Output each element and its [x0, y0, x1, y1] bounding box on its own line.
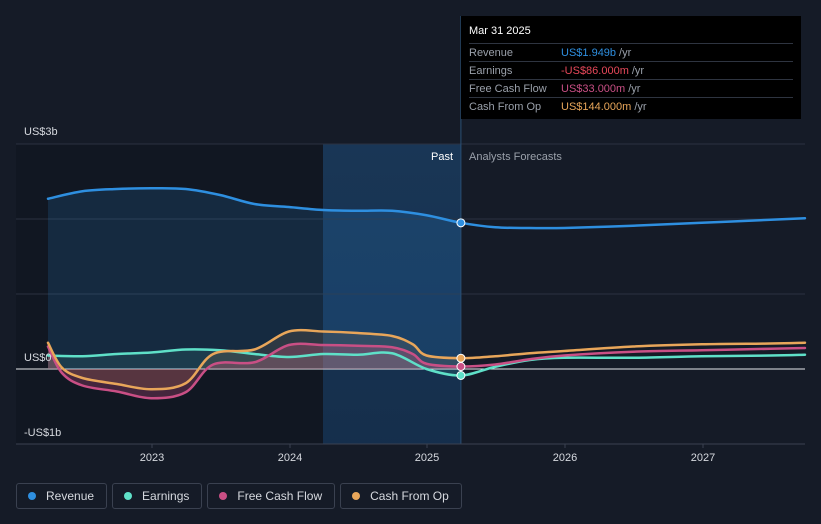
legend-item-cash-from-op[interactable]: Cash From Op: [340, 483, 462, 509]
legend-dot-icon: [219, 492, 228, 500]
forecast-label: Analysts Forecasts: [469, 151, 562, 163]
marker-cash-from-op: [456, 353, 466, 363]
tooltip-date: Mar 31 2025: [469, 25, 531, 37]
x-tick-label: 2023: [140, 452, 164, 464]
tooltip-value: -US$86.000m: [561, 64, 629, 77]
tooltip-value: US$144.000m: [561, 100, 632, 113]
highlight-markers: [456, 218, 466, 380]
marker-earnings: [456, 370, 466, 380]
tooltip-label: Revenue: [469, 46, 514, 59]
tooltip-label: Earnings: [469, 64, 513, 77]
series-line-free-cash-flow: [46, 342, 807, 400]
y-tick-label: -US$1b: [24, 427, 61, 439]
x-axis-labels: 2023 2024 2025 2026 2027: [16, 443, 805, 464]
tooltip-unit: /yr: [619, 46, 632, 59]
series-line-earnings: [46, 348, 807, 377]
y-tick-label: US$0: [24, 352, 52, 364]
tooltip-value: US$33.000m: [561, 82, 626, 95]
marker-revenue: [456, 218, 466, 228]
tooltip-unit: /yr: [634, 100, 647, 113]
tooltip-row-revenue: Revenue US$1.949b /yr: [469, 43, 793, 61]
x-tick-label: 2024: [278, 452, 302, 464]
area-revenue: [48, 188, 461, 369]
tooltip-value: US$1.949b: [561, 46, 617, 59]
y-tick-label: US$3b: [24, 126, 58, 138]
legend: Revenue Earnings Free Cash Flow Cash Fro…: [16, 483, 462, 509]
marker-free-cash-flow: [456, 362, 466, 372]
tooltip-row-earnings: Earnings -US$86.000m /yr: [469, 61, 793, 79]
tooltip-label: Free Cash Flow: [469, 82, 547, 95]
legend-label: Revenue: [46, 489, 95, 503]
series-lines: [46, 186, 807, 400]
legend-item-revenue[interactable]: Revenue: [16, 483, 108, 509]
legend-label: Earnings: [142, 489, 190, 503]
series-line-cash-from-op: [46, 328, 807, 391]
tooltip-unit: /yr: [631, 64, 645, 77]
x-tick-label: 2026: [553, 452, 577, 464]
tooltip-label: Cash From Op: [469, 100, 542, 113]
legend-label: Free Cash Flow: [237, 489, 323, 503]
tooltip-row-free-cash-flow: Free Cash Flow US$33.000m /yr: [469, 79, 793, 97]
legend-dot-icon: [28, 492, 36, 500]
x-tick-label: 2025: [415, 452, 439, 464]
series-line-revenue: [46, 186, 807, 230]
tooltip-row-cash-from-op: Cash From Op US$144.000m /yr: [469, 97, 793, 115]
legend-item-earnings[interactable]: Earnings: [112, 483, 203, 509]
tooltip-unit: /yr: [628, 82, 641, 95]
y-axis-labels: US$3b US$0 -US$1b: [24, 126, 61, 439]
legend-dot-icon: [352, 492, 361, 500]
x-tick-label: 2027: [691, 452, 715, 464]
legend-dot-icon: [124, 492, 133, 500]
tooltip-panel: Mar 31 2025 Revenue US$1.949b /yr Earnin…: [461, 16, 801, 119]
chart-canvas: US$3b US$0 -US$1b 2023 2024 2025 2026 2027 Pas…: [16, 16, 807, 464]
legend-item-free-cash-flow[interactable]: Free Cash Flow: [207, 483, 336, 509]
series-areas: [48, 188, 461, 399]
past-label: Past: [431, 151, 453, 163]
legend-label: Cash From Op: [370, 489, 449, 503]
area-free-cash-flow: [48, 343, 461, 399]
